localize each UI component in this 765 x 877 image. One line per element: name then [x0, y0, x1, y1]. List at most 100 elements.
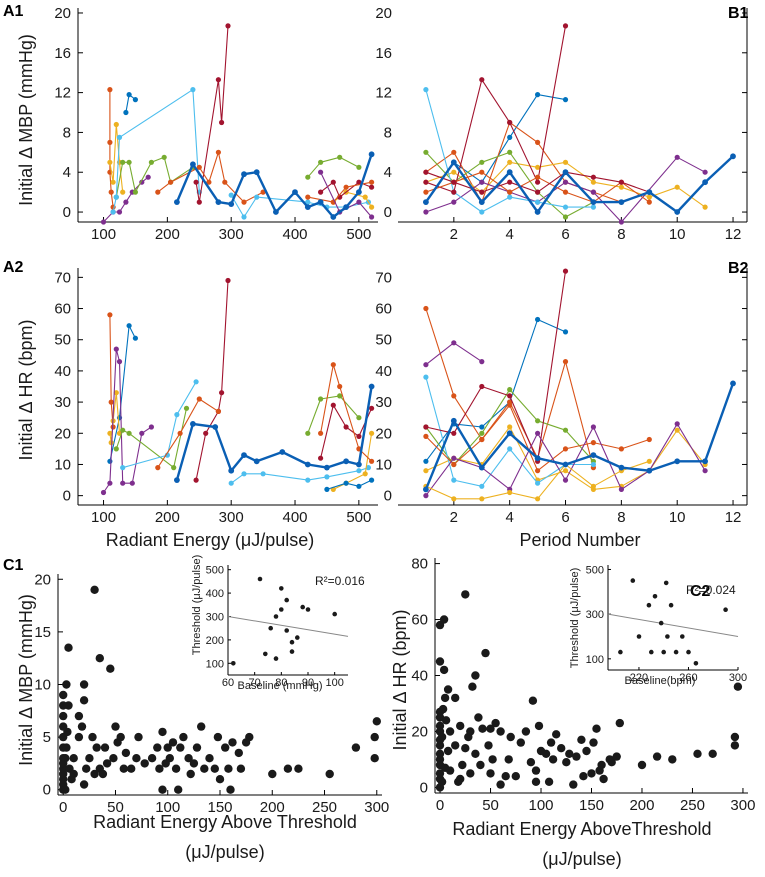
b1-data-point-animal-4 — [590, 189, 597, 195]
a1-data-point-mean — [368, 151, 375, 158]
a1-data-point-mean — [228, 201, 235, 208]
a1-data-point-animal-6 — [190, 87, 196, 93]
b2-data-point-animal-4 — [479, 359, 485, 365]
b2-data-point-animal-1 — [535, 316, 541, 323]
b1-data-point-animal-1 — [535, 92, 541, 98]
c2-y-tick-label: 20 — [411, 723, 428, 740]
a1-data-point-animal-5 — [148, 159, 154, 165]
c2-x-tick-label: 50 — [482, 797, 499, 814]
a1-data-point-animal-8 — [215, 149, 221, 155]
a2-y-tick-label: 70 — [54, 269, 71, 286]
b1-x-tick-label: 12 — [725, 226, 742, 243]
a1-data-point-animal-11 — [369, 204, 375, 210]
c2-scatter-point — [652, 752, 662, 761]
c1-scatter-point — [351, 743, 361, 752]
b1-data-point-animal-8 — [562, 189, 569, 195]
c1-scatter-point — [62, 680, 71, 689]
b2-data-point-animal-9 — [674, 421, 680, 427]
b2-data-point-mean — [590, 452, 597, 458]
c2-scatter-point — [733, 682, 743, 691]
a1-data-point-animal-13 — [305, 194, 311, 200]
c1-scatter-point — [77, 722, 87, 731]
c2-x-tick-label: 100 — [529, 797, 554, 814]
c2-scatter-point — [484, 741, 493, 750]
c1-y-tick-label: 15 — [34, 624, 51, 641]
b1-data-point-animal-9 — [535, 189, 541, 195]
b2-data-point-mean — [534, 455, 541, 462]
a1-data-point-mean — [215, 199, 222, 206]
c1-scatter-point — [197, 722, 206, 731]
c2-x-tick-label: 200 — [629, 797, 654, 814]
c2-scatter-point — [572, 752, 581, 761]
c1-inset-y-tick-label: 100 — [206, 658, 224, 670]
c1-scatter-point — [165, 754, 174, 763]
a2-data-point-animal-6 — [174, 412, 180, 418]
c2-inset-scatter-point — [646, 602, 652, 608]
c1-scatter-point — [98, 769, 108, 779]
b2-y-tick-label: 0 — [384, 488, 392, 505]
c2-scatter-point — [562, 758, 571, 767]
c1-inset-scatter-point — [279, 607, 284, 612]
c1-scatter-point — [176, 743, 185, 752]
c2-scatter-point — [435, 657, 445, 666]
c1-inset-scatter-point — [263, 651, 268, 657]
b1-data-point-mean — [450, 159, 457, 166]
c2-inset-x-tick-label: 300 — [729, 672, 747, 684]
a2-data-point-mean — [343, 458, 349, 465]
a2-data-point-animal-5 — [113, 446, 119, 452]
a1-data-point-mean — [330, 214, 337, 220]
c1-scatter-point — [79, 680, 89, 689]
c2-scatter-point — [544, 777, 554, 786]
c1-scatter-point — [268, 769, 277, 779]
a2-series-line-animal-14 — [326, 479, 372, 490]
b2-x-tick-label: 10 — [669, 509, 686, 526]
c1-inset-r2: R²=0.016 — [315, 574, 365, 588]
c2-inset-trend-line — [607, 613, 739, 637]
c1-x-tick-label: 200 — [260, 799, 285, 816]
a1-series-line-animal-2 — [109, 89, 114, 208]
b1-data-point-animal-1 — [562, 97, 569, 103]
a2-data-point-mean — [356, 461, 362, 468]
c2-inset-scatter-point — [652, 594, 658, 599]
c2-scatter-point — [486, 724, 495, 733]
c1-inset-scatter-point — [300, 604, 306, 610]
a1-data-point-mean — [241, 171, 247, 178]
b2-data-point-animal-5 — [507, 387, 513, 393]
a2-x-tick-label: 200 — [155, 509, 180, 526]
b1-data-point-animal-5 — [507, 149, 513, 155]
c1-inset-xlabel: Baseline (mmHg) — [238, 680, 323, 692]
c2-scatter-point — [730, 741, 740, 750]
a2-data-point-animal-8 — [215, 408, 221, 414]
a1-data-point-animal-8 — [155, 189, 161, 195]
c2-inset-scatter-point — [658, 620, 664, 626]
a2-data-point-animal-4 — [148, 424, 154, 430]
a2-data-point-animal-8 — [155, 465, 161, 471]
b2-data-point-animal-7 — [562, 268, 569, 274]
c2-x-tick-label: 300 — [730, 797, 755, 814]
c1-inset-scatter-point — [268, 625, 274, 631]
b1-y-tick-label: 12 — [375, 85, 392, 102]
a1-data-point-animal-5 — [126, 159, 132, 165]
b2-x-tick-label: 12 — [725, 509, 742, 526]
c1-inset-x-tick-label: 100 — [325, 677, 343, 689]
c1-scatter-point — [228, 738, 237, 747]
a2-xlabel: Radiant Energy (μJ/pulse) — [106, 530, 314, 550]
b2-xlabel: Period Number — [519, 530, 640, 550]
a1-series-line-animal-1 — [125, 94, 136, 113]
a2-y-tick-label: 40 — [54, 363, 71, 380]
b2-data-point-animal-2 — [423, 305, 429, 312]
b1-data-point-animal-7 — [562, 23, 569, 29]
a2-data-point-animal-13 — [318, 430, 324, 436]
a1-series-line-animal-14 — [320, 171, 373, 218]
c2-inset-scatter-point — [665, 634, 670, 639]
a2-data-point-mean — [241, 452, 247, 458]
c1-scatter-point — [82, 764, 91, 773]
b1-data-point-animal-6 — [562, 204, 569, 210]
b2-data-point-mean — [450, 417, 457, 424]
b2-data-point-mean — [730, 380, 736, 387]
a1-data-point-animal-5 — [120, 159, 126, 165]
a1-data-point-mean — [174, 199, 180, 206]
a2-data-point-mean — [253, 458, 260, 465]
c2-scatter-point — [471, 671, 480, 680]
c2-scatter-point — [458, 760, 467, 770]
